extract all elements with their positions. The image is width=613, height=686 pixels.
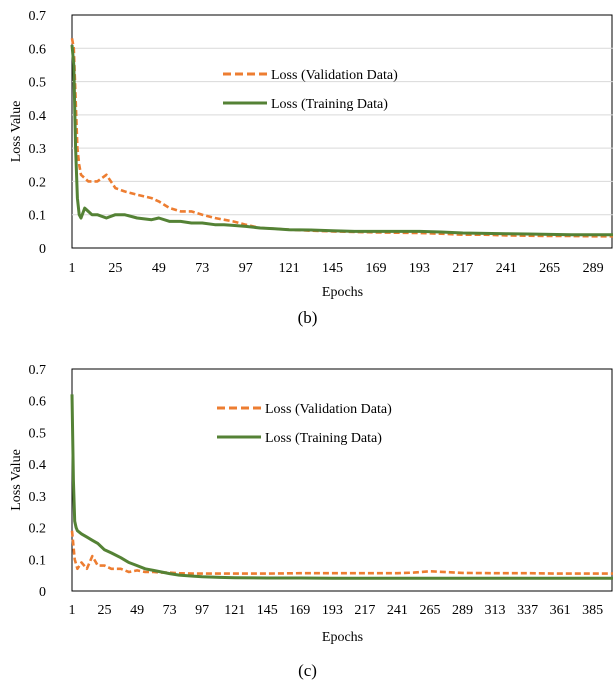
x-tick-label: 145 [322,261,343,276]
y-tick-label: 0.2 [29,522,47,537]
y-tick-label: 0.1 [29,209,47,224]
y-tick-label: 0.5 [29,76,47,91]
x-tick-label: 25 [108,261,122,276]
y-tick-label: 0.1 [29,553,47,568]
series-line-validation [70,38,613,238]
y-tick-label: 0.6 [29,395,47,410]
x-tick-label: 121 [279,261,300,276]
chart-panel-2: 0 0.1 0.2 0.3 0.4 0.5 0.6 0.7 1 25 49 73 97 121 145 169… [9,363,613,680]
y-tick-label: 0.4 [29,458,47,473]
legend-label: Loss (Validation Data) [265,402,392,417]
x-tick-label: 289 [583,261,604,276]
y-tick-label: 0.4 [29,109,47,124]
x-axis-title: Epochs [322,285,363,300]
chart-panel-1: 0 0.1 0.2 0.3 0.4 0.5 0.6 0.7 1 25 49 73 97 121 145 169… [9,9,613,327]
x-axis-title: Epochs [322,630,363,645]
x-tick-label: 313 [485,603,506,618]
x-tick-label: 265 [419,603,440,618]
y-tick-label: 0.3 [29,490,47,505]
x-tick-label: 265 [539,261,560,276]
x-tick-label: 385 [582,603,603,618]
x-tick-label: 49 [130,603,144,618]
y-tick-label: 0.6 [29,42,47,57]
figure-caption: (c) [298,661,317,680]
series-line-training [70,44,613,237]
legend: Loss (Validation Data) Loss (Training Dat… [217,402,392,446]
plot-area-border [71,14,613,249]
series-line-validation [70,530,613,575]
x-tick-label: 241 [496,261,517,276]
x-tick-label: 193 [409,261,430,276]
y-tick-label: 0.7 [29,363,47,378]
legend-label: Loss (Training Data) [265,431,382,446]
x-tick-label: 337 [517,603,538,618]
x-tick-label: 289 [452,603,473,618]
x-tick-label: 169 [289,603,310,618]
y-axis-title: Loss Value [9,101,24,163]
x-tick-label: 1 [69,261,76,276]
x-tick-label: 121 [224,603,245,618]
y-axis-title: Loss Value [9,449,24,511]
x-tick-label: 193 [322,603,343,618]
x-tick-label: 145 [257,603,278,618]
x-tick-label: 25 [98,603,112,618]
x-tick-label: 361 [550,603,571,618]
x-tick-label: 169 [365,261,386,276]
y-tick-label: 0.2 [29,175,47,190]
x-tick-label: 49 [152,261,166,276]
x-tick-label: 97 [195,603,209,618]
figure-caption: (b) [298,308,318,327]
x-tick-label: 73 [163,603,177,618]
legend: Loss (Validation Data) Loss (Training Dat… [223,68,398,112]
y-tick-label: 0.3 [29,142,47,157]
series-line-training [70,394,613,580]
y-tick-label: 0 [39,585,46,600]
legend-label: Loss (Validation Data) [271,68,398,83]
x-tick-label: 241 [387,603,408,618]
x-tick-label: 97 [239,261,253,276]
x-tick-label: 217 [354,603,375,618]
x-tick-label: 217 [452,261,473,276]
legend-label: Loss (Training Data) [271,97,388,112]
x-tick-label: 73 [195,261,209,276]
y-tick-label: 0.5 [29,426,47,441]
y-tick-label: 0.7 [29,9,47,24]
x-tick-label: 1 [69,603,76,618]
y-tick-label: 0 [39,242,46,257]
